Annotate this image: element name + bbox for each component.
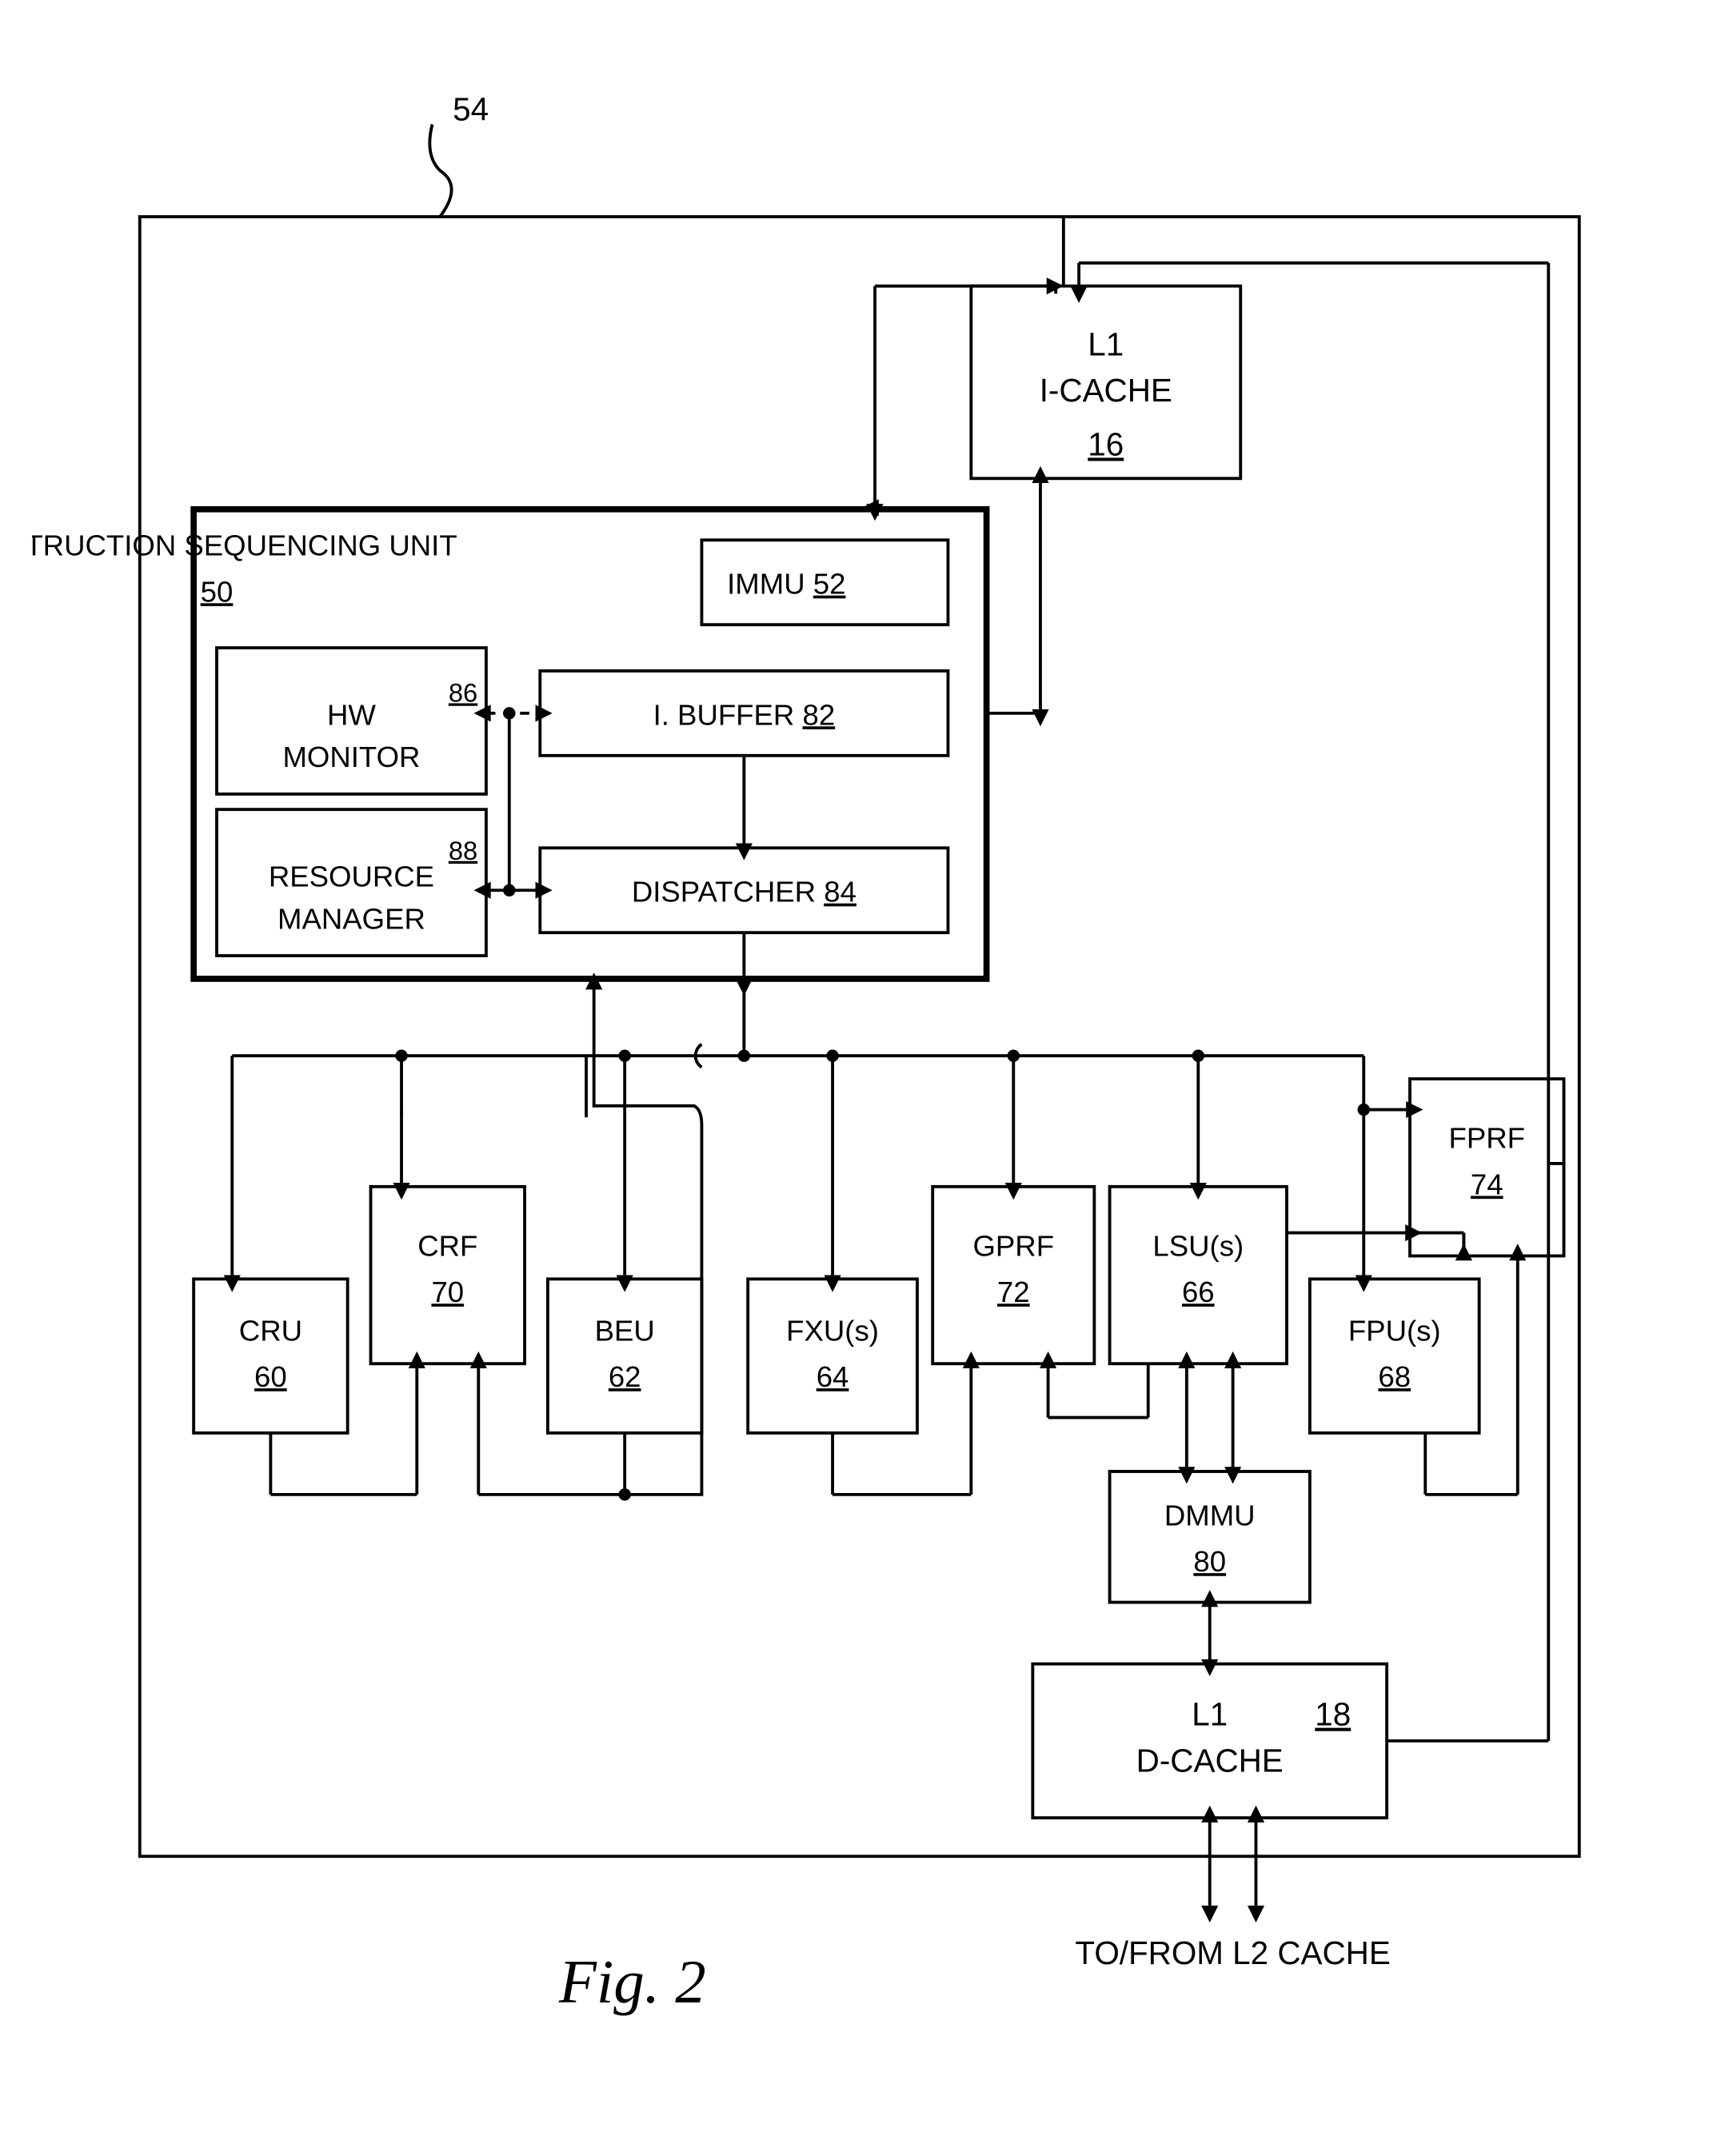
svg-text:FPRF: FPRF [1449,1122,1525,1155]
svg-text:MANAGER: MANAGER [278,902,425,935]
svg-text:18: 18 [1315,1696,1351,1733]
svg-text:60: 60 [254,1360,287,1393]
svg-text:BEU: BEU [595,1314,655,1347]
svg-text:66: 66 [1182,1276,1215,1308]
footer-label: TO/FROM L2 CACHE [1075,1934,1390,1971]
svg-text:CRU: CRU [239,1314,302,1347]
svg-text:70: 70 [431,1276,464,1308]
svg-text:16: 16 [1088,425,1124,462]
svg-text:GPRF: GPRF [972,1229,1054,1262]
svg-text:I-CACHE: I-CACHE [1040,372,1172,409]
svg-text:I. BUFFER 82: I. BUFFER 82 [653,698,836,731]
svg-text:INSTRUCTION SEQUENCING UNIT: INSTRUCTION SEQUENCING UNIT [32,529,457,562]
svg-text:DISPATCHER 84: DISPATCHER 84 [632,876,856,908]
fpu-block [1310,1279,1479,1433]
cru-block [194,1279,348,1433]
svg-text:FXU(s): FXU(s) [786,1314,879,1347]
beu-block [548,1279,702,1433]
dmmu-block [1110,1471,1310,1603]
svg-text:IMMU 52: IMMU 52 [727,568,845,601]
svg-text:LSU(s): LSU(s) [1152,1229,1244,1262]
svg-text:CRF: CRF [417,1229,477,1262]
svg-text:64: 64 [817,1360,849,1393]
outer-ref: 54 [453,91,489,128]
block-diagram: 54 L1 I-CACHE 16 INSTRUCTION SEQUENCING … [32,32,1677,2107]
svg-text:L1: L1 [1192,1696,1228,1733]
svg-text:62: 62 [609,1360,641,1393]
svg-text:50: 50 [201,575,234,608]
svg-text:88: 88 [449,836,477,865]
l1-dcache-block [1032,1664,1387,1819]
svg-text:L1: L1 [1088,325,1124,362]
svg-text:RESOURCE: RESOURCE [269,860,434,892]
svg-text:86: 86 [449,677,477,707]
svg-text:74: 74 [1471,1168,1503,1200]
svg-text:80: 80 [1193,1545,1226,1578]
l1-icache-block: L1 I-CACHE 16 [971,286,1240,479]
figure-caption: Fig. 2 [558,1947,706,2016]
svg-text:FPU(s): FPU(s) [1348,1314,1441,1347]
svg-text:68: 68 [1378,1360,1411,1393]
svg-text:D-CACHE: D-CACHE [1136,1742,1284,1779]
svg-text:MONITOR: MONITOR [282,741,420,773]
svg-text:HW: HW [327,698,376,731]
svg-text:72: 72 [997,1276,1030,1308]
svg-text:DMMU: DMMU [1164,1499,1256,1531]
outer-box [140,217,1579,1856]
fxu-block [748,1279,917,1433]
